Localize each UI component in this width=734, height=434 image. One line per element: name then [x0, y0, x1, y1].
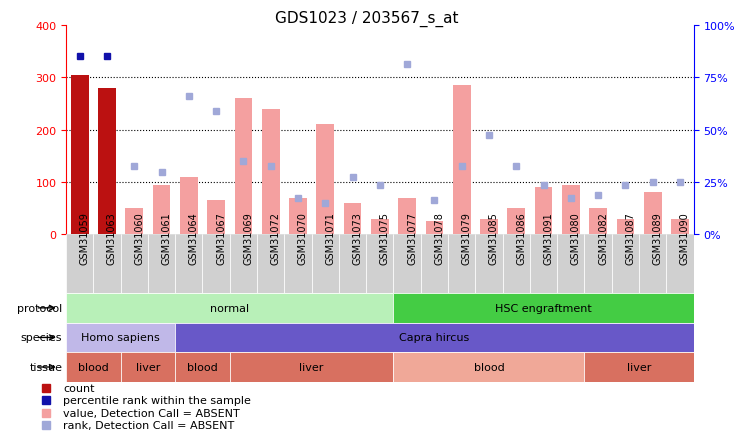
Bar: [611, 235, 639, 293]
Text: percentile rank within the sample: percentile rank within the sample: [63, 395, 251, 405]
Text: GSM31090: GSM31090: [680, 211, 690, 264]
Text: blood: blood: [187, 362, 218, 372]
Bar: [366, 235, 393, 293]
Text: GSM31072: GSM31072: [271, 211, 280, 264]
Bar: [617, 219, 634, 235]
Text: GSM31079: GSM31079: [462, 211, 472, 264]
Bar: [671, 219, 688, 235]
Bar: [93, 235, 120, 293]
Text: species: species: [21, 333, 62, 342]
Text: liver: liver: [299, 362, 324, 372]
Text: GSM31082: GSM31082: [598, 211, 608, 264]
Text: liver: liver: [136, 362, 160, 372]
Bar: [426, 222, 443, 235]
Text: GSM31061: GSM31061: [161, 211, 172, 264]
Bar: [153, 185, 170, 235]
Bar: [421, 235, 448, 293]
Bar: [66, 323, 175, 352]
Bar: [66, 235, 93, 293]
Bar: [312, 235, 339, 293]
Bar: [175, 323, 694, 352]
Bar: [503, 235, 530, 293]
Bar: [71, 76, 89, 235]
Bar: [393, 293, 694, 323]
Text: GSM31091: GSM31091: [544, 211, 553, 264]
Bar: [230, 235, 257, 293]
Text: GSM31067: GSM31067: [216, 211, 226, 264]
Bar: [339, 235, 366, 293]
Bar: [639, 235, 666, 293]
Bar: [66, 293, 393, 323]
Text: tissue: tissue: [29, 362, 62, 372]
Text: rank, Detection Call = ABSENT: rank, Detection Call = ABSENT: [63, 421, 234, 431]
Text: GSM31071: GSM31071: [325, 211, 335, 264]
Text: normal: normal: [210, 303, 250, 313]
Bar: [584, 352, 694, 382]
Text: GSM31073: GSM31073: [352, 211, 363, 264]
Text: GSM31075: GSM31075: [380, 211, 390, 264]
Text: blood: blood: [473, 362, 504, 372]
Text: GSM31078: GSM31078: [435, 211, 444, 264]
Text: GSM31086: GSM31086: [516, 211, 526, 264]
Bar: [284, 235, 312, 293]
Text: GSM31070: GSM31070: [298, 211, 308, 264]
Bar: [453, 86, 470, 235]
Bar: [448, 235, 476, 293]
Bar: [530, 235, 557, 293]
Text: GSM31063: GSM31063: [107, 211, 117, 264]
Bar: [289, 198, 307, 235]
Bar: [203, 235, 230, 293]
Bar: [235, 99, 252, 235]
Bar: [644, 193, 661, 235]
Bar: [175, 235, 203, 293]
Text: GSM31059: GSM31059: [80, 211, 90, 264]
Text: protocol: protocol: [17, 303, 62, 313]
Bar: [666, 235, 694, 293]
Text: GDS1023 / 203567_s_at: GDS1023 / 203567_s_at: [275, 11, 459, 27]
Bar: [262, 109, 280, 235]
Text: GSM31064: GSM31064: [189, 211, 199, 264]
Bar: [393, 352, 584, 382]
Bar: [534, 188, 553, 235]
Bar: [399, 198, 416, 235]
Bar: [120, 235, 148, 293]
Bar: [120, 352, 175, 382]
Text: GSM31060: GSM31060: [134, 211, 145, 264]
Bar: [66, 352, 120, 382]
Bar: [98, 89, 116, 235]
Text: Capra hircus: Capra hircus: [399, 333, 470, 342]
Bar: [507, 209, 525, 235]
Text: count: count: [63, 383, 95, 393]
Bar: [480, 219, 498, 235]
Bar: [562, 185, 580, 235]
Bar: [175, 352, 230, 382]
Text: blood: blood: [78, 362, 109, 372]
Text: value, Detection Call = ABSENT: value, Detection Call = ABSENT: [63, 408, 240, 418]
Bar: [584, 235, 611, 293]
Bar: [589, 209, 607, 235]
Text: liver: liver: [627, 362, 651, 372]
Bar: [207, 201, 225, 235]
Bar: [316, 125, 334, 235]
Bar: [180, 178, 197, 235]
Text: HSC engraftment: HSC engraftment: [495, 303, 592, 313]
Text: Homo sapiens: Homo sapiens: [81, 333, 160, 342]
Bar: [476, 235, 503, 293]
Bar: [148, 235, 175, 293]
Bar: [126, 209, 143, 235]
Text: GSM31089: GSM31089: [653, 211, 663, 264]
Bar: [557, 235, 584, 293]
Text: GSM31069: GSM31069: [244, 211, 253, 264]
Text: GSM31080: GSM31080: [571, 211, 581, 264]
Text: GSM31077: GSM31077: [407, 211, 417, 264]
Bar: [371, 219, 389, 235]
Text: GSM31087: GSM31087: [625, 211, 636, 264]
Bar: [257, 235, 284, 293]
Bar: [393, 235, 421, 293]
Bar: [230, 352, 393, 382]
Text: GSM31085: GSM31085: [489, 211, 499, 264]
Bar: [344, 204, 361, 235]
